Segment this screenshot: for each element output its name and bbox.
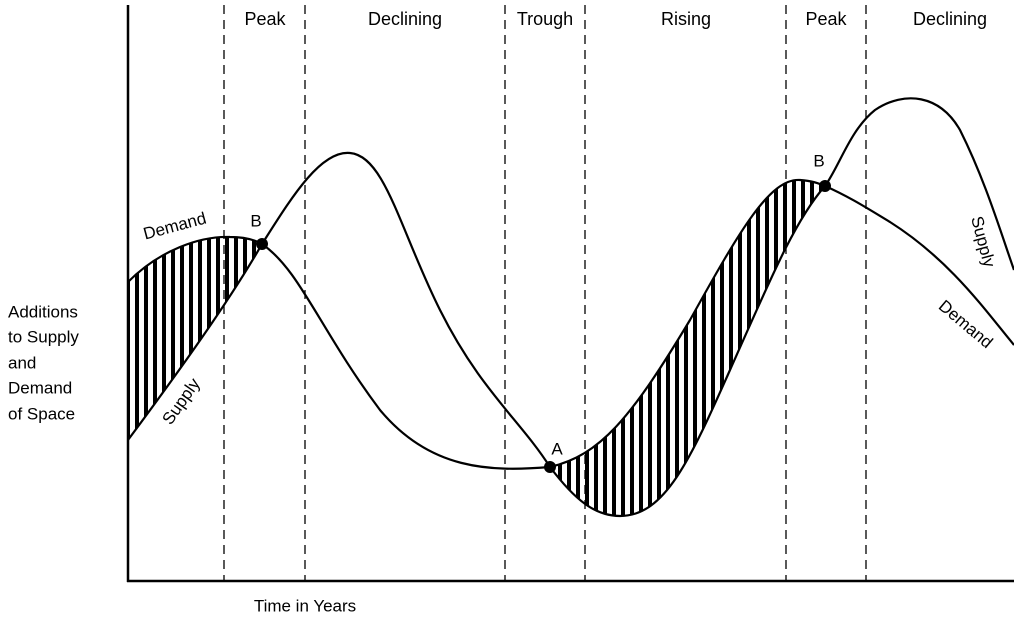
supply-curve [127, 97, 1014, 518]
point-label: A [551, 439, 563, 458]
point-marker [819, 180, 831, 192]
phase-label: Peak [244, 9, 286, 29]
point-marker [544, 461, 556, 473]
point-label: B [250, 211, 261, 230]
phase-label: Peak [805, 9, 847, 29]
point-label: B [813, 151, 824, 170]
x-axis-label: Time in Years [254, 596, 356, 615]
y-axis-label: Additions [8, 302, 78, 321]
phase-label: Rising [661, 9, 711, 29]
hatched-area [128, 236, 262, 440]
y-axis-label: of Space [8, 404, 75, 423]
phase-label: Trough [517, 9, 573, 29]
hatched-area [550, 179, 825, 516]
phase-label: Declining [368, 9, 442, 29]
phase-label: Declining [913, 9, 987, 29]
y-axis-label: to Supply [8, 327, 79, 346]
point-marker [256, 238, 268, 250]
y-axis-label: and [8, 353, 36, 372]
y-axis-label: Demand [8, 378, 72, 397]
